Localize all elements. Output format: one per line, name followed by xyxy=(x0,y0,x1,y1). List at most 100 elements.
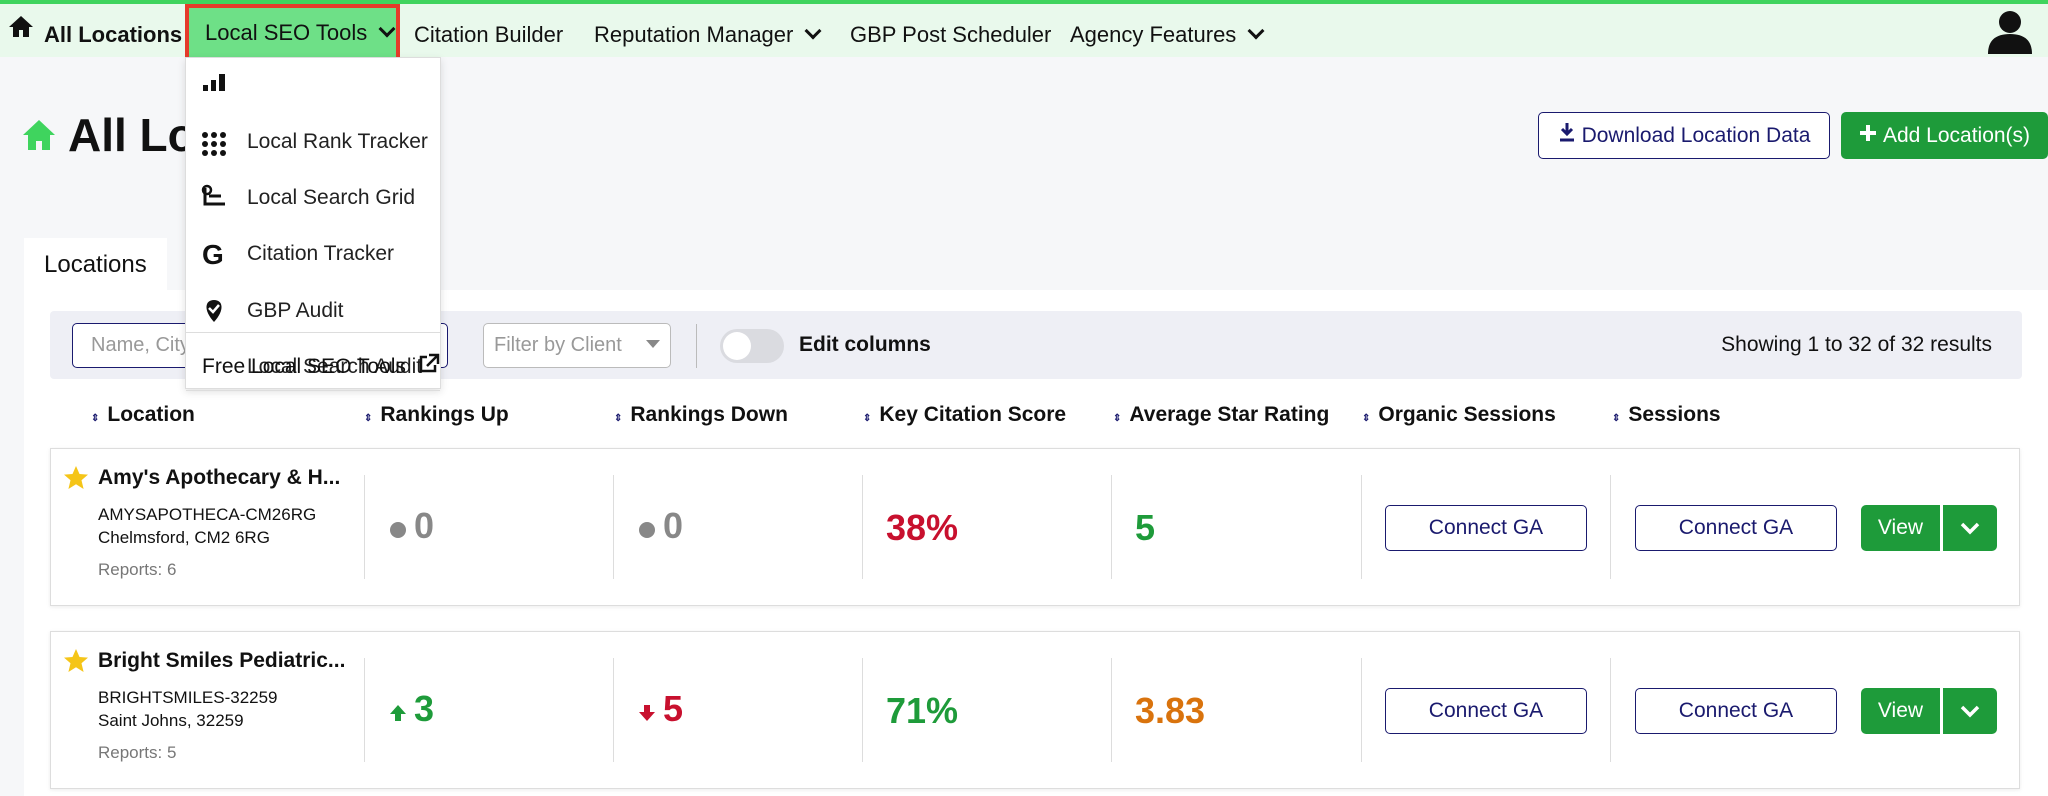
location-name[interactable]: Amy's Apothecary & H... xyxy=(98,466,341,489)
favorite-star[interactable] xyxy=(63,648,89,674)
caret xyxy=(646,340,660,348)
view-button[interactable]: View xyxy=(1861,688,1940,734)
divider xyxy=(186,390,440,391)
top-nav: All Locations Local SEO Tools Citation B… xyxy=(0,0,2048,61)
location-name[interactable]: Bright Smiles Pediatric... xyxy=(98,649,346,672)
ranking-value: 0 xyxy=(414,505,435,546)
menu-item[interactable]: Local Search Grid xyxy=(247,186,416,209)
plus-icon xyxy=(1859,125,1876,141)
nav-item[interactable]: Reputation Manager xyxy=(594,8,822,61)
view-dropdown[interactable] xyxy=(1943,505,1997,551)
nav-item[interactable]: Citation Builder xyxy=(414,22,564,47)
favorite-star[interactable] xyxy=(63,465,89,491)
menu-item[interactable]: Local Rank Tracker xyxy=(247,130,428,153)
column-header[interactable]: ⇕ Rankings Down xyxy=(614,403,788,427)
add-button[interactable]: Add Location(s) xyxy=(1841,112,2048,159)
sort-icon: ⇕ xyxy=(91,413,100,424)
external-icon xyxy=(419,353,439,373)
column-separator xyxy=(613,658,614,762)
citation-score: 38% xyxy=(886,507,959,548)
home-icon xyxy=(9,16,33,37)
sort-icon: ⇕ xyxy=(1362,413,1371,424)
column-header[interactable]: ⇕ Rankings Up xyxy=(364,403,509,427)
down-arrow xyxy=(639,705,655,721)
menu-item[interactable]: Citation Tracker xyxy=(247,242,395,265)
download-icon xyxy=(1559,123,1574,142)
header-label: Location xyxy=(107,403,195,426)
column-separator xyxy=(364,658,365,762)
column-header[interactable]: ⇕ Sessions xyxy=(1612,403,1721,427)
column-separator xyxy=(862,475,863,579)
menu-item[interactable]: GBP Audit xyxy=(247,299,344,322)
connect-ga-button[interactable]: Connect GA xyxy=(1635,505,1837,551)
column-separator xyxy=(1111,658,1112,762)
up-arrow xyxy=(390,705,406,721)
results-count: Showing 1 to 32 of 32 results xyxy=(1721,333,1992,356)
connect-ga-button[interactable]: Connect GA xyxy=(1385,688,1587,734)
location-row: Bright Smiles Pediatric... BRIGHTSMILES-3… xyxy=(50,631,2020,789)
location-address: Chelmsford, CM2 6RG xyxy=(98,528,270,547)
menu-icons: G xyxy=(201,74,226,322)
view-button[interactable]: View xyxy=(1861,505,1940,551)
nav-item-active[interactable]: Local SEO Tools xyxy=(185,4,400,61)
download-label: Download Location Data xyxy=(1581,124,1811,147)
column-separator xyxy=(862,658,863,762)
menu-footer-label: Free Local SEO Tools xyxy=(202,355,406,378)
tab[interactable]: Locations xyxy=(24,238,167,291)
star-rating: 3.83 xyxy=(1135,690,1206,731)
header-label: Rankings Down xyxy=(630,403,788,426)
star-rating: 5 xyxy=(1135,507,1156,548)
ranking-value: 0 xyxy=(663,505,684,546)
ranking-value: 5 xyxy=(663,688,684,729)
reports-count: Reports: 5 xyxy=(98,743,177,762)
nav-home[interactable]: All Locations xyxy=(44,22,183,47)
svg-text:G: G xyxy=(202,239,224,270)
client-select[interactable]: Filter by Client xyxy=(483,323,671,368)
reports-count: Reports: 6 xyxy=(98,560,177,579)
column-separator xyxy=(1361,475,1362,579)
select-label: Filter by Client xyxy=(494,334,622,356)
chevron xyxy=(1960,705,1980,718)
column-separator xyxy=(1610,658,1611,762)
connect-ga-button[interactable]: Connect GA xyxy=(1385,505,1587,551)
toggle[interactable] xyxy=(720,329,784,363)
column-header[interactable]: ⇕ Location xyxy=(91,403,195,427)
connect-ga-button[interactable]: Connect GA xyxy=(1635,688,1837,734)
sort-icon: ⇕ xyxy=(1612,413,1621,424)
chevron xyxy=(1960,522,1980,535)
header-label: Organic Sessions xyxy=(1378,403,1556,426)
column-separator xyxy=(1610,475,1611,579)
avatar[interactable] xyxy=(1985,8,2035,54)
location-address: Saint Johns, 32259 xyxy=(98,711,244,730)
menu-footer[interactable]: Free Local SEO Tools xyxy=(202,353,440,379)
divider xyxy=(185,332,441,333)
column-header[interactable]: ⇕ Organic Sessions xyxy=(1362,403,1556,427)
column-separator xyxy=(1111,475,1112,579)
column-separator xyxy=(364,475,365,579)
header-label: Key Citation Score xyxy=(879,403,1067,426)
header-label: Rankings Up xyxy=(380,403,509,426)
edit-columns: Edit columns xyxy=(799,333,931,356)
dropdown-menu: G Local Rank Tracker Local Search Grid C… xyxy=(185,57,441,391)
sort-icon: ⇕ xyxy=(863,413,872,424)
add-label: Add Location(s) xyxy=(1882,124,2031,147)
view-dropdown[interactable] xyxy=(1943,688,1997,734)
ranking-value: 3 xyxy=(414,688,435,729)
location-code: AMYSAPOTHECA-CM26RG xyxy=(98,505,317,524)
column-header[interactable]: ⇕ Key Citation Score xyxy=(863,403,1066,427)
divider xyxy=(696,324,697,368)
column-header[interactable]: ⇕ Average Star Rating xyxy=(1113,403,1329,427)
neutral-dot xyxy=(639,522,655,538)
download-button[interactable]: Download Location Data xyxy=(1538,112,1830,159)
header-label: Sessions xyxy=(1628,403,1721,426)
sort-icon: ⇕ xyxy=(364,413,373,424)
location-row: Amy's Apothecary & H... AMYSAPOTHECA-CM26… xyxy=(50,448,2020,606)
citation-score: 71% xyxy=(886,690,959,731)
column-separator xyxy=(1361,658,1362,762)
nav-item[interactable]: GBP Post Scheduler xyxy=(850,22,1052,47)
menu-item[interactable]: Local Search Audit xyxy=(247,355,423,378)
nav-label: Reputation Manager xyxy=(594,22,794,47)
toggle-knob xyxy=(723,332,751,360)
nav-item[interactable]: Agency Features xyxy=(1070,8,1265,61)
